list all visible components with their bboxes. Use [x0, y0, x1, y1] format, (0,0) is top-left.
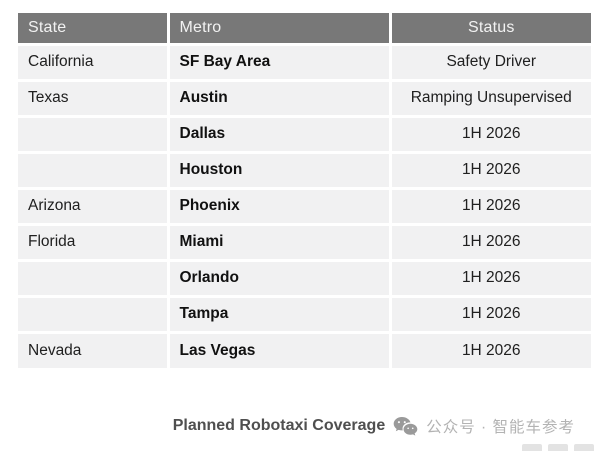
table-row: Arizona Phoenix 1H 2026: [18, 188, 591, 226]
metro-cell: SF Bay Area: [168, 44, 392, 82]
state-cell: California: [18, 44, 170, 82]
metro-cell: Phoenix: [168, 188, 392, 226]
caption-account-label: 公众号 · 智能车参考: [426, 419, 575, 436]
state-cell: Texas: [18, 80, 170, 118]
status-cell: 1H 2026: [390, 224, 591, 262]
watermark-mark: [522, 444, 542, 451]
wechat-icon: [393, 416, 418, 437]
status-cell: Safety Driver: [390, 44, 591, 82]
table-row: Texas Austin Ramping Unsupervised: [18, 80, 591, 118]
table-row: Nevada Las Vegas 1H 2026: [18, 332, 591, 368]
watermark-mark: [548, 444, 568, 451]
table-row: California SF Bay Area Safety Driver: [18, 44, 591, 82]
table-row: Dallas 1H 2026: [18, 116, 591, 154]
status-cell: 1H 2026: [390, 152, 591, 190]
state-cell: [18, 116, 170, 154]
metro-cell: Austin: [168, 80, 392, 118]
state-cell: Arizona: [18, 188, 170, 226]
table-row: Florida Miami 1H 2026: [18, 224, 591, 262]
column-header-state: State: [18, 13, 170, 46]
state-cell: [18, 296, 170, 334]
header-row: State Metro Status: [18, 13, 591, 46]
watermark-fragment: [522, 444, 594, 451]
status-cell: Ramping Unsupervised: [390, 80, 591, 118]
robotaxi-coverage-table: State Metro Status California SF Bay Area…: [18, 13, 591, 368]
status-cell: 1H 2026: [390, 332, 591, 368]
watermark-mark: [574, 444, 594, 451]
status-cell: 1H 2026: [390, 296, 591, 334]
status-cell: 1H 2026: [390, 188, 591, 226]
table-body: California SF Bay Area Safety Driver Texas A…: [18, 44, 591, 368]
table-header: State Metro Status: [18, 13, 591, 46]
metro-cell: Las Vegas: [168, 332, 392, 368]
caption-title: Planned Robotaxi Coverage: [172, 417, 386, 434]
table-caption: Planned Robotaxi Coverage 公众号 · 智能车参考: [0, 413, 575, 439]
state-cell: Nevada: [18, 332, 170, 368]
metro-cell: Tampa: [168, 296, 392, 334]
status-cell: 1H 2026: [390, 116, 591, 154]
table-row: Houston 1H 2026: [18, 152, 591, 190]
column-header-metro: Metro: [168, 13, 392, 46]
metro-cell: Houston: [168, 152, 392, 190]
metro-cell: Miami: [168, 224, 392, 262]
column-header-status: Status: [390, 13, 591, 46]
state-cell: Florida: [18, 224, 170, 262]
state-cell: [18, 152, 170, 190]
table-row: Tampa 1H 2026: [18, 296, 591, 334]
metro-cell: Dallas: [168, 116, 392, 154]
metro-cell: Orlando: [168, 260, 392, 298]
state-cell: [18, 260, 170, 298]
status-cell: 1H 2026: [390, 260, 591, 298]
table-row: Orlando 1H 2026: [18, 260, 591, 298]
